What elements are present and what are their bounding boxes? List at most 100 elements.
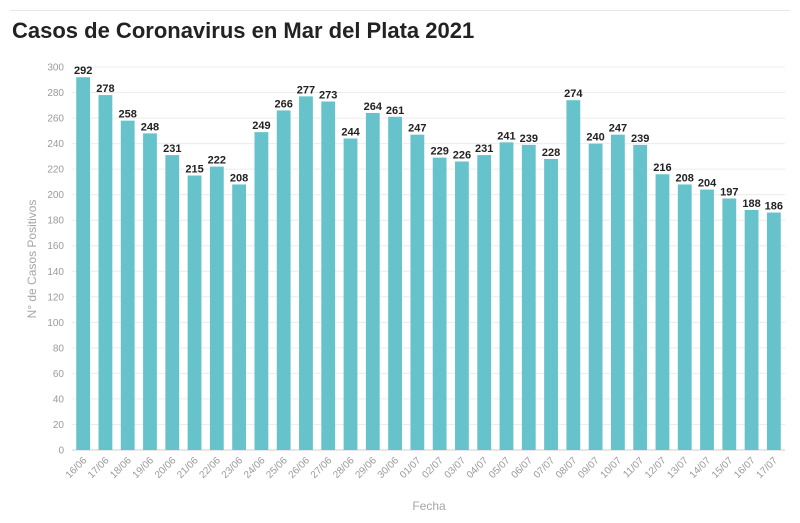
- x-tick-label: 15/07: [710, 455, 736, 481]
- x-axis-ticks: 16/0617/0618/0619/0620/0621/0622/0623/06…: [64, 455, 781, 481]
- bar: [76, 77, 91, 451]
- x-tick-label: 12/07: [643, 455, 669, 481]
- x-tick-label: 17/06: [86, 455, 112, 481]
- data-label: 239: [631, 133, 649, 145]
- y-axis-title: N° de Casos Positivos: [25, 200, 39, 319]
- data-label: 197: [720, 186, 738, 198]
- bar: [321, 101, 336, 450]
- data-label: 247: [609, 123, 627, 135]
- bar: [744, 209, 759, 450]
- y-tick-label: 120: [47, 292, 64, 303]
- x-tick-label: 28/06: [331, 455, 357, 481]
- x-tick-label: 22/06: [197, 455, 223, 481]
- data-label: 266: [274, 98, 292, 110]
- x-tick-label: 29/06: [353, 455, 379, 481]
- y-axis-ticks: 0 20 40 60 80 100 120 140 160 180 200 220 240 260 280 3…: [47, 63, 64, 457]
- y-tick-label: 160: [47, 241, 64, 252]
- bar: [276, 110, 291, 450]
- data-label: 240: [586, 132, 604, 144]
- y-tick-label: 220: [47, 165, 64, 176]
- bar: [120, 120, 135, 451]
- x-tick-label: 18/06: [108, 455, 134, 481]
- data-label: 204: [698, 178, 717, 190]
- data-label: 231: [163, 143, 181, 155]
- y-tick-label: 100: [47, 318, 64, 329]
- data-label: 249: [252, 120, 270, 132]
- bar: [610, 134, 625, 450]
- bar: [566, 100, 581, 451]
- x-tick-label: 26/06: [287, 455, 313, 481]
- data-label: 241: [497, 130, 515, 142]
- bar: [365, 112, 380, 451]
- data-labels: 292 278 258 248 231 215 222 208 249 266 277 273 244 2…: [74, 65, 783, 212]
- bar: [722, 198, 737, 450]
- y-tick-label: 0: [58, 446, 64, 457]
- data-label: 264: [364, 101, 383, 113]
- x-tick-label: 04/07: [465, 455, 491, 481]
- x-tick-label: 02/07: [420, 455, 446, 481]
- data-label: 208: [230, 172, 248, 184]
- y-tick-label: 280: [47, 88, 64, 99]
- y-tick-label: 40: [53, 394, 65, 405]
- bars: [76, 77, 781, 451]
- bar: [677, 184, 692, 450]
- top-rule: [10, 10, 790, 11]
- x-tick-label: 25/06: [264, 455, 290, 481]
- data-label: 231: [475, 143, 493, 155]
- data-label: 239: [520, 133, 538, 145]
- y-tick-label: 260: [47, 114, 64, 125]
- x-tick-label: 06/07: [509, 455, 535, 481]
- bar: [499, 142, 514, 450]
- bar: [299, 96, 313, 450]
- bar: [143, 133, 157, 451]
- data-label: 244: [341, 126, 360, 138]
- y-tick-label: 60: [53, 369, 65, 380]
- data-label: 208: [676, 172, 694, 184]
- data-label: 248: [141, 121, 159, 133]
- bar: [633, 144, 648, 451]
- bar: [187, 175, 202, 450]
- bar: [521, 144, 536, 451]
- x-tick-label: 16/06: [64, 455, 90, 481]
- bar: [455, 161, 469, 450]
- bar: [700, 189, 714, 450]
- bar: [254, 132, 269, 451]
- data-label: 258: [119, 109, 137, 121]
- chart-title: Casos de Coronavirus en Mar del Plata 20…: [12, 18, 475, 43]
- data-label: 277: [297, 84, 315, 96]
- data-label: 247: [408, 123, 426, 135]
- x-tick-label: 08/07: [554, 455, 580, 481]
- x-tick-label: 23/06: [220, 455, 246, 481]
- bar: [98, 95, 113, 450]
- x-tick-label: 17/07: [755, 455, 781, 481]
- y-tick-label: 240: [47, 139, 64, 150]
- x-tick-label: 24/06: [242, 455, 268, 481]
- x-axis-title: Fecha: [412, 499, 446, 513]
- x-tick-label: 21/06: [175, 455, 201, 481]
- data-label: 216: [653, 162, 671, 174]
- bar: [209, 166, 224, 450]
- data-label: 228: [542, 147, 560, 159]
- bar: [544, 158, 558, 451]
- x-tick-label: 07/07: [532, 455, 558, 481]
- data-label: 278: [96, 83, 114, 95]
- y-tick-label: 80: [53, 343, 65, 354]
- data-label: 261: [386, 105, 404, 117]
- y-tick-label: 180: [47, 216, 64, 227]
- data-label: 186: [765, 201, 783, 213]
- data-label: 229: [430, 146, 448, 158]
- bar: [232, 184, 247, 450]
- data-label: 215: [185, 164, 203, 176]
- x-tick-label: 01/07: [398, 455, 424, 481]
- bar: [432, 157, 447, 451]
- data-label: 226: [453, 149, 471, 161]
- x-tick-label: 09/07: [576, 455, 602, 481]
- data-label: 188: [742, 198, 760, 210]
- x-tick-label: 03/07: [443, 455, 469, 481]
- y-tick-label: 20: [53, 420, 65, 431]
- bar: [165, 155, 180, 450]
- data-label: 273: [319, 89, 337, 101]
- x-tick-label: 14/07: [688, 455, 714, 481]
- data-label: 222: [208, 155, 226, 167]
